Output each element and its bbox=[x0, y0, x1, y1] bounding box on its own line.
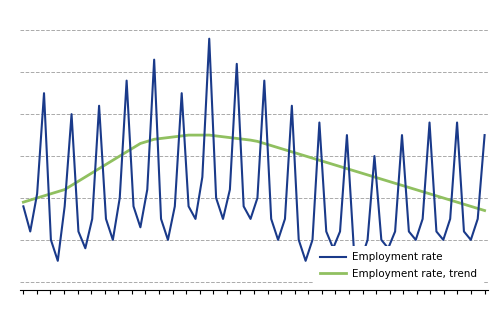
Employment rate, trend bbox=[289, 150, 295, 154]
Employment rate, trend bbox=[20, 200, 26, 204]
Employment rate bbox=[399, 133, 405, 137]
Employment rate bbox=[206, 37, 212, 41]
Employment rate bbox=[440, 238, 446, 242]
Employment rate bbox=[344, 133, 350, 137]
Employment rate bbox=[482, 133, 488, 137]
Legend: Employment rate, Employment rate, trend: Employment rate, Employment rate, trend bbox=[314, 246, 483, 285]
Employment rate, trend bbox=[186, 133, 192, 137]
Line: Employment rate, trend: Employment rate, trend bbox=[23, 135, 485, 211]
Line: Employment rate: Employment rate bbox=[23, 39, 485, 261]
Employment rate, trend bbox=[440, 196, 446, 200]
Employment rate bbox=[20, 204, 26, 208]
Employment rate, trend bbox=[220, 135, 226, 139]
Employment rate, trend bbox=[482, 209, 488, 212]
Employment rate bbox=[55, 259, 61, 263]
Employment rate bbox=[454, 121, 460, 124]
Employment rate bbox=[447, 217, 453, 221]
Employment rate, trend bbox=[296, 152, 302, 156]
Employment rate, trend bbox=[124, 150, 129, 154]
Employment rate, trend bbox=[130, 146, 136, 149]
Employment rate bbox=[365, 238, 371, 242]
